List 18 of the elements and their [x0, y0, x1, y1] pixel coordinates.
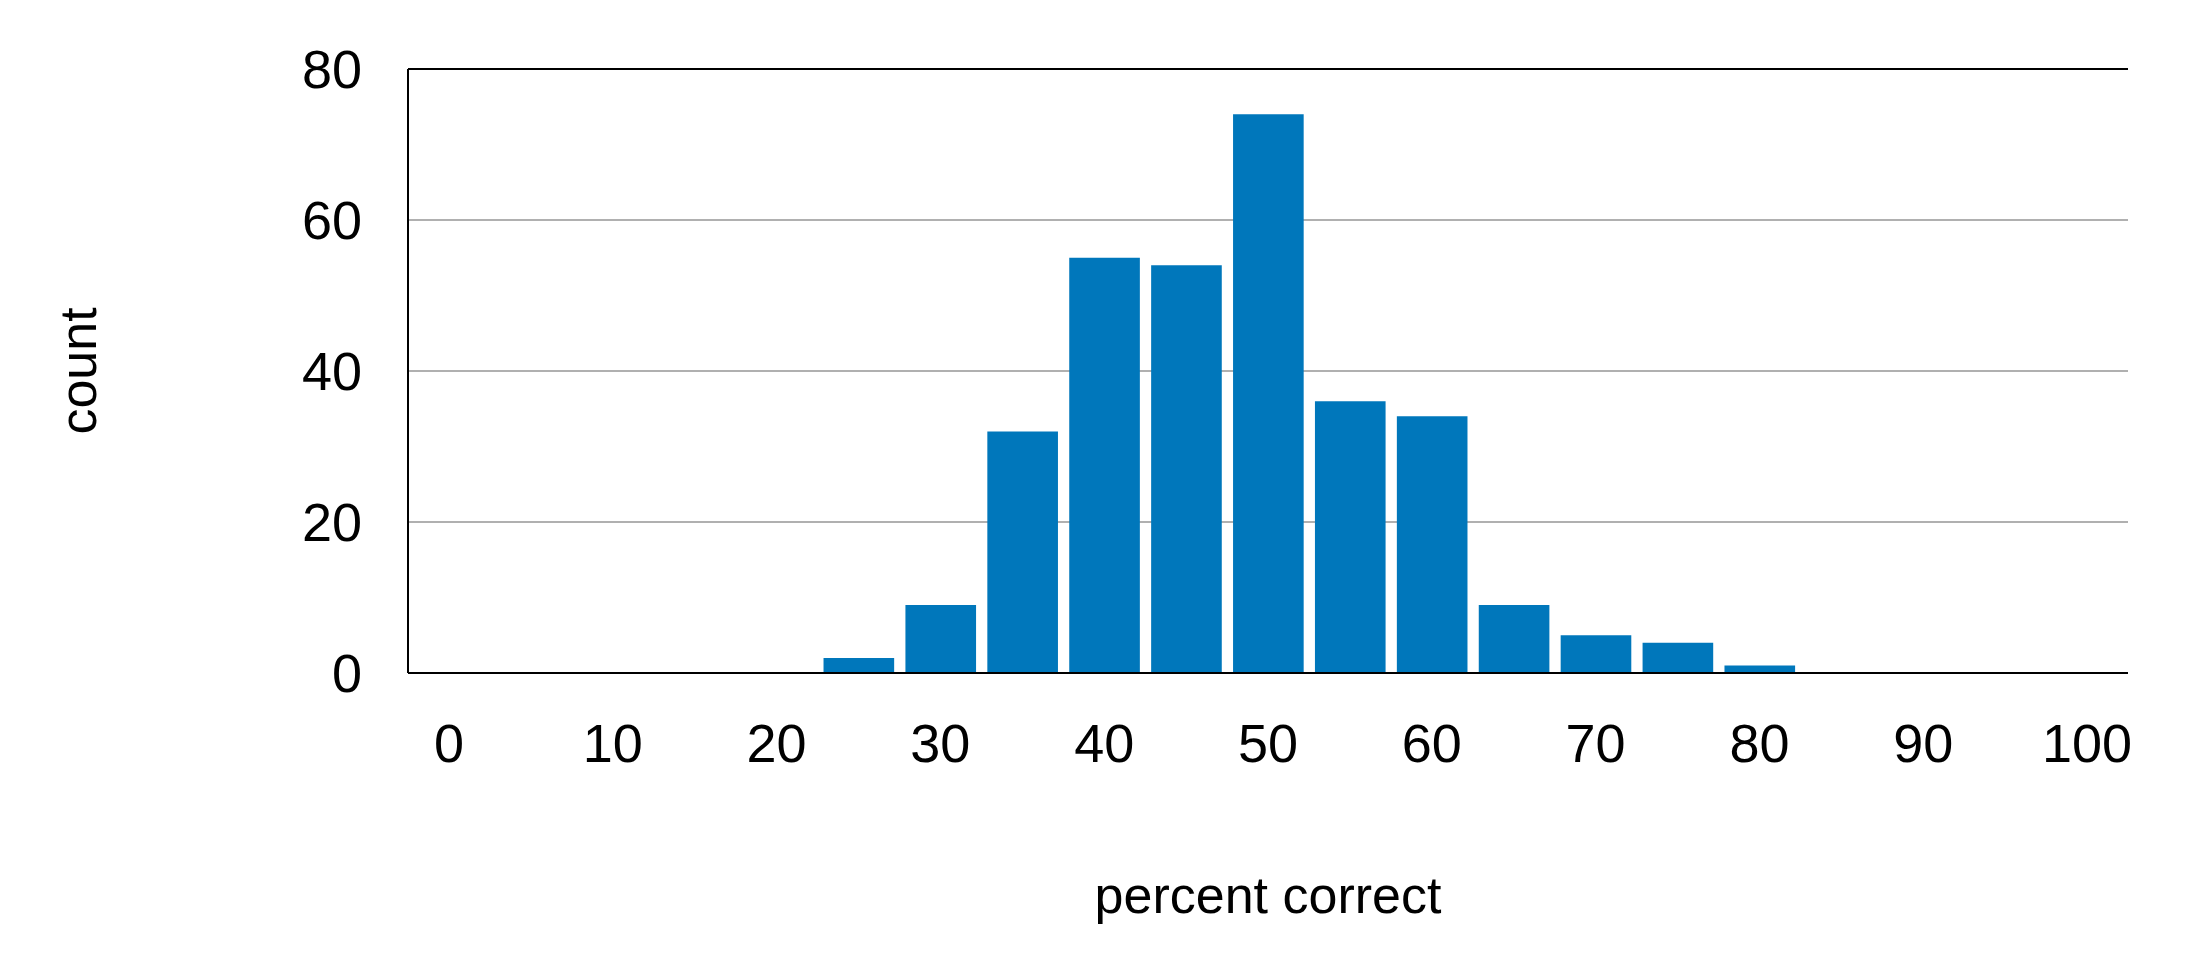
x-tick-label: 70 — [1565, 713, 1626, 774]
x-tick-label: 20 — [746, 713, 807, 774]
x-tick-label: 0 — [433, 713, 464, 774]
x-tick-label: 50 — [1237, 713, 1299, 774]
x-tick-label: 10 — [582, 713, 643, 774]
y-tick-label: 80 — [301, 39, 362, 100]
x-tick-label: 100 — [2041, 713, 2133, 774]
x-tick-label: 30 — [910, 713, 971, 774]
x-tick-label: 40 — [1074, 713, 1135, 774]
x-axis-title: percent correct — [1094, 866, 1442, 924]
x-tick-label: 60 — [1401, 713, 1462, 774]
y-tick-label: 0 — [331, 643, 362, 704]
y-tick-label: 60 — [301, 190, 362, 251]
y-tick-label: 20 — [301, 492, 362, 553]
y-tick-label: 40 — [301, 341, 362, 402]
x-tick-label: 90 — [1893, 713, 1954, 774]
x-tick-label: 80 — [1729, 713, 1790, 774]
y-axis-title: count — [49, 306, 108, 435]
